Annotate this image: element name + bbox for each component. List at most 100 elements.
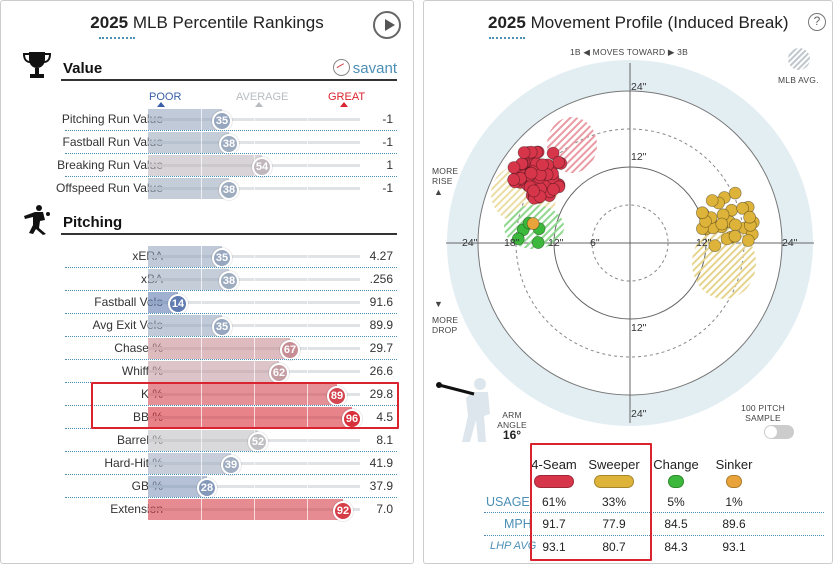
metric-row[interactable]: xBA 38 .256 [21, 268, 397, 291]
percentile-badge: 14 [168, 294, 188, 314]
bar-tick [201, 269, 202, 290]
sweeper-dot [728, 186, 742, 200]
mph-value: 89.6 [722, 517, 746, 531]
ring-label: 24" [631, 408, 647, 420]
metric-name: Pitching Run Value [61, 112, 163, 126]
pitch-swatch[interactable] [534, 475, 574, 488]
sweeper-dot [743, 210, 757, 224]
bar-tick [254, 476, 255, 497]
metric-row[interactable]: Avg Exit Velo 35 89.9 [21, 314, 397, 337]
movement-plot [446, 60, 814, 426]
metric-row[interactable]: K % 89 29.8 [21, 383, 397, 406]
row-divider [484, 535, 824, 536]
pitch-name[interactable]: 4-Seam [531, 457, 577, 472]
percentile-badge: 89 [327, 386, 347, 406]
metric-name: Breaking Run Value [57, 158, 163, 172]
metric-row[interactable]: xERA 35 4.27 [21, 245, 397, 268]
arrow-up-icon: ▲ [434, 187, 444, 197]
metric-value: 7.0 [376, 502, 393, 516]
pitch-swatch[interactable] [594, 475, 634, 488]
percentile-badge: 62 [269, 363, 289, 383]
bar-tick [201, 384, 202, 405]
pitch-name[interactable]: Sweeper [588, 457, 640, 472]
metric-row[interactable]: Offspeed Run Value 38 -1 [21, 177, 397, 200]
metric-value: 29.7 [369, 341, 393, 355]
metric-name: Offspeed Run Value [56, 181, 163, 195]
sweeper-dot [728, 218, 742, 232]
row-divider [65, 153, 397, 154]
four-seam-dot [517, 146, 531, 159]
caret-up-icon [157, 102, 165, 107]
ring-label: 24" [631, 81, 647, 93]
sweeper-dot [708, 239, 722, 253]
pitch-swatch[interactable] [726, 475, 742, 488]
four-seam-dot [546, 182, 560, 196]
row-divider [65, 474, 397, 475]
movement-title: 2025 Movement Profile (Induced Break) [488, 13, 789, 32]
value-section-label: Value [63, 60, 103, 77]
ring-label: 18" [504, 237, 520, 249]
pitch-name[interactable]: Sinker [715, 457, 753, 472]
arrow-down-icon: ▼ [434, 299, 444, 309]
bar-tick [201, 453, 202, 474]
ring-label: 24" [782, 237, 798, 249]
usage-value: 61% [541, 495, 567, 509]
metric-row[interactable]: BB % 96 4.5 [21, 406, 397, 429]
sample-toggle[interactable] [764, 425, 794, 439]
row-divider [65, 451, 397, 452]
percentile-badge: 39 [221, 455, 241, 475]
ring-label: 12" [696, 237, 712, 249]
sample-label: 100 PITCH SAMPLE [741, 403, 785, 423]
metric-row[interactable]: Extension 92 7.0 [21, 498, 397, 521]
metric-row[interactable]: Chase % 67 29.7 [21, 337, 397, 360]
four-seam-dot [507, 173, 520, 187]
bar-tick [201, 361, 202, 382]
metric-row[interactable]: Fastball Run Value 38 -1 [21, 131, 397, 154]
section-rule [61, 79, 397, 81]
bar-tick [254, 109, 255, 130]
bar-tick [307, 384, 308, 405]
four-seam-dot [527, 184, 540, 198]
bar-tick [254, 384, 255, 405]
usage-value: 1% [725, 495, 743, 509]
metric-row[interactable]: Barrel % 52 8.1 [21, 429, 397, 452]
bar-tick [254, 338, 255, 359]
bar-tick [201, 109, 202, 130]
bar-tick [254, 361, 255, 382]
metric-row[interactable]: Breaking Run Value 54 1 [21, 154, 397, 177]
metric-row[interactable]: Whiff % 62 26.6 [21, 360, 397, 383]
bar-tick [307, 132, 308, 153]
more-rise-label: MORE RISE [432, 166, 459, 186]
metric-value: 89.9 [369, 318, 393, 332]
savant-logo[interactable]: savant [332, 59, 397, 77]
pitch-highlight-box [530, 443, 652, 561]
pitcher-icon [24, 205, 50, 235]
row-divider [65, 290, 397, 291]
scale-average: AVERAGE [236, 91, 289, 103]
movement-profile-panel: 2025 Movement Profile (Induced Break) ? … [423, 0, 833, 564]
ring-label: 12" [548, 237, 564, 249]
help-icon[interactable]: ? [808, 13, 826, 31]
row-divider [484, 512, 824, 513]
pitch-swatch[interactable] [668, 475, 684, 488]
bar-tick [201, 246, 202, 267]
metric-row[interactable]: Pitching Run Value 35 -1 [21, 108, 397, 131]
ring-label: 12" [631, 322, 647, 334]
bar-tick [201, 155, 202, 176]
metric-row[interactable]: Fastball Velo 14 91.6 [21, 291, 397, 314]
pitch-name[interactable]: Change [653, 457, 699, 472]
pitch-dots [507, 145, 760, 253]
percentile-title: 2025 MLB Percentile Rankings [90, 13, 324, 32]
metric-bar [148, 384, 337, 405]
play-icon[interactable] [373, 11, 401, 39]
baseball-icon [332, 59, 350, 76]
metric-row[interactable]: Hard-Hit % 39 41.9 [21, 452, 397, 475]
sweeper-dot [741, 234, 755, 247]
bar-tick [254, 269, 255, 290]
usage-value: 33% [601, 495, 627, 509]
metric-row[interactable]: GB % 28 37.9 [21, 475, 397, 498]
row-divider [65, 336, 397, 337]
bar-tick [254, 499, 255, 520]
percentile-badge: 38 [219, 180, 239, 200]
bar-tick [201, 132, 202, 153]
